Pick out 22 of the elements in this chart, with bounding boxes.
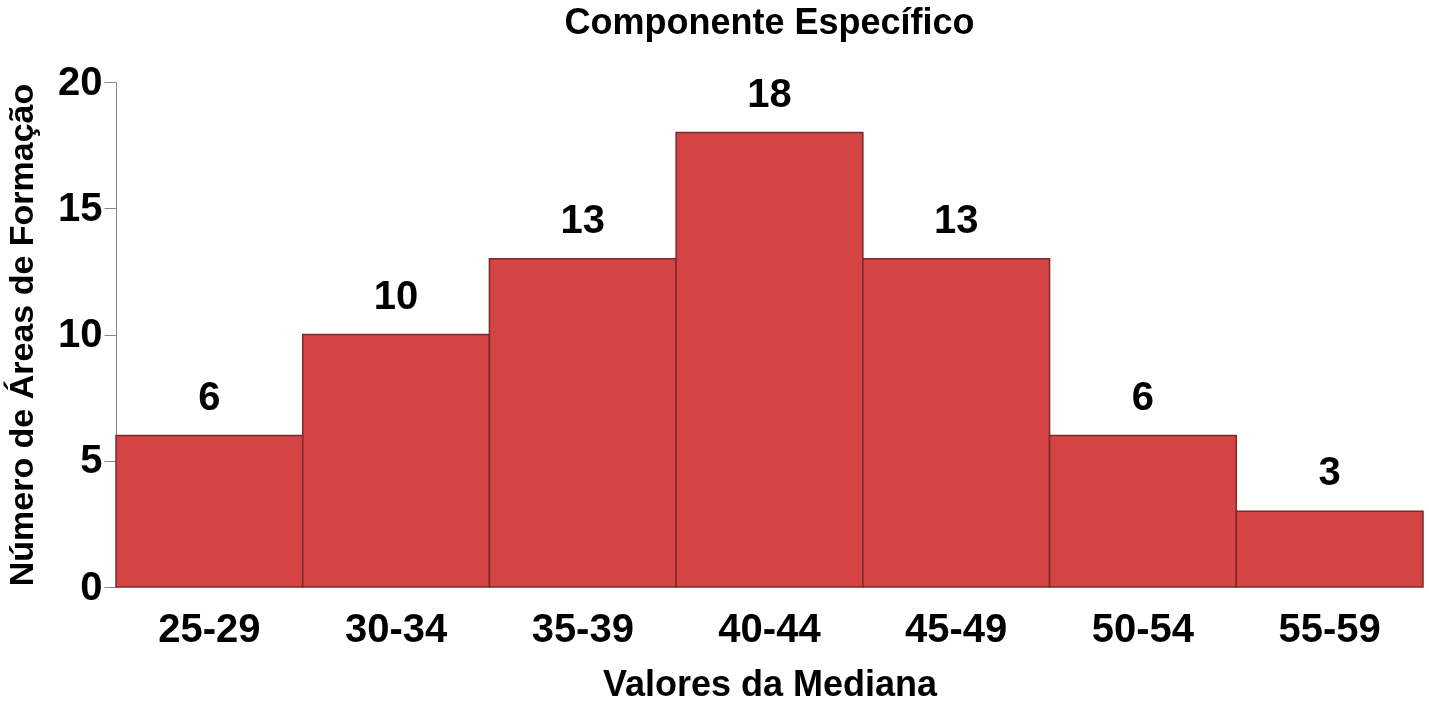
data-label: 18 [747,70,792,115]
y-tick-label: 20 [58,58,103,103]
x-tick-label: 50-54 [1091,605,1195,650]
x-tick-label: 40-44 [718,605,822,650]
x-tick-label: 25-29 [158,605,261,650]
y-tick-label: 5 [80,437,103,482]
x-tick-label: 35-39 [531,605,634,650]
chart-title: Componente Específico [564,1,975,42]
data-label: 13 [933,196,979,241]
y-tick-label: 10 [58,311,103,355]
x-tick-label: 45-49 [905,605,1008,650]
y-tick-label: 0 [80,563,103,608]
data-label: 6 [1131,373,1155,418]
data-label: 13 [560,196,606,241]
data-label: 10 [373,272,419,317]
x-tick-label: 55-59 [1278,605,1381,650]
y-axis-title: Número de Áreas de Formação [2,83,41,587]
data-label: 6 [198,373,221,418]
x-tick-label: 30-34 [344,605,448,650]
x-axis-title: Valores da Mediana [602,662,939,704]
y-tick-label: 15 [58,184,103,229]
data-label: 3 [1318,449,1341,494]
